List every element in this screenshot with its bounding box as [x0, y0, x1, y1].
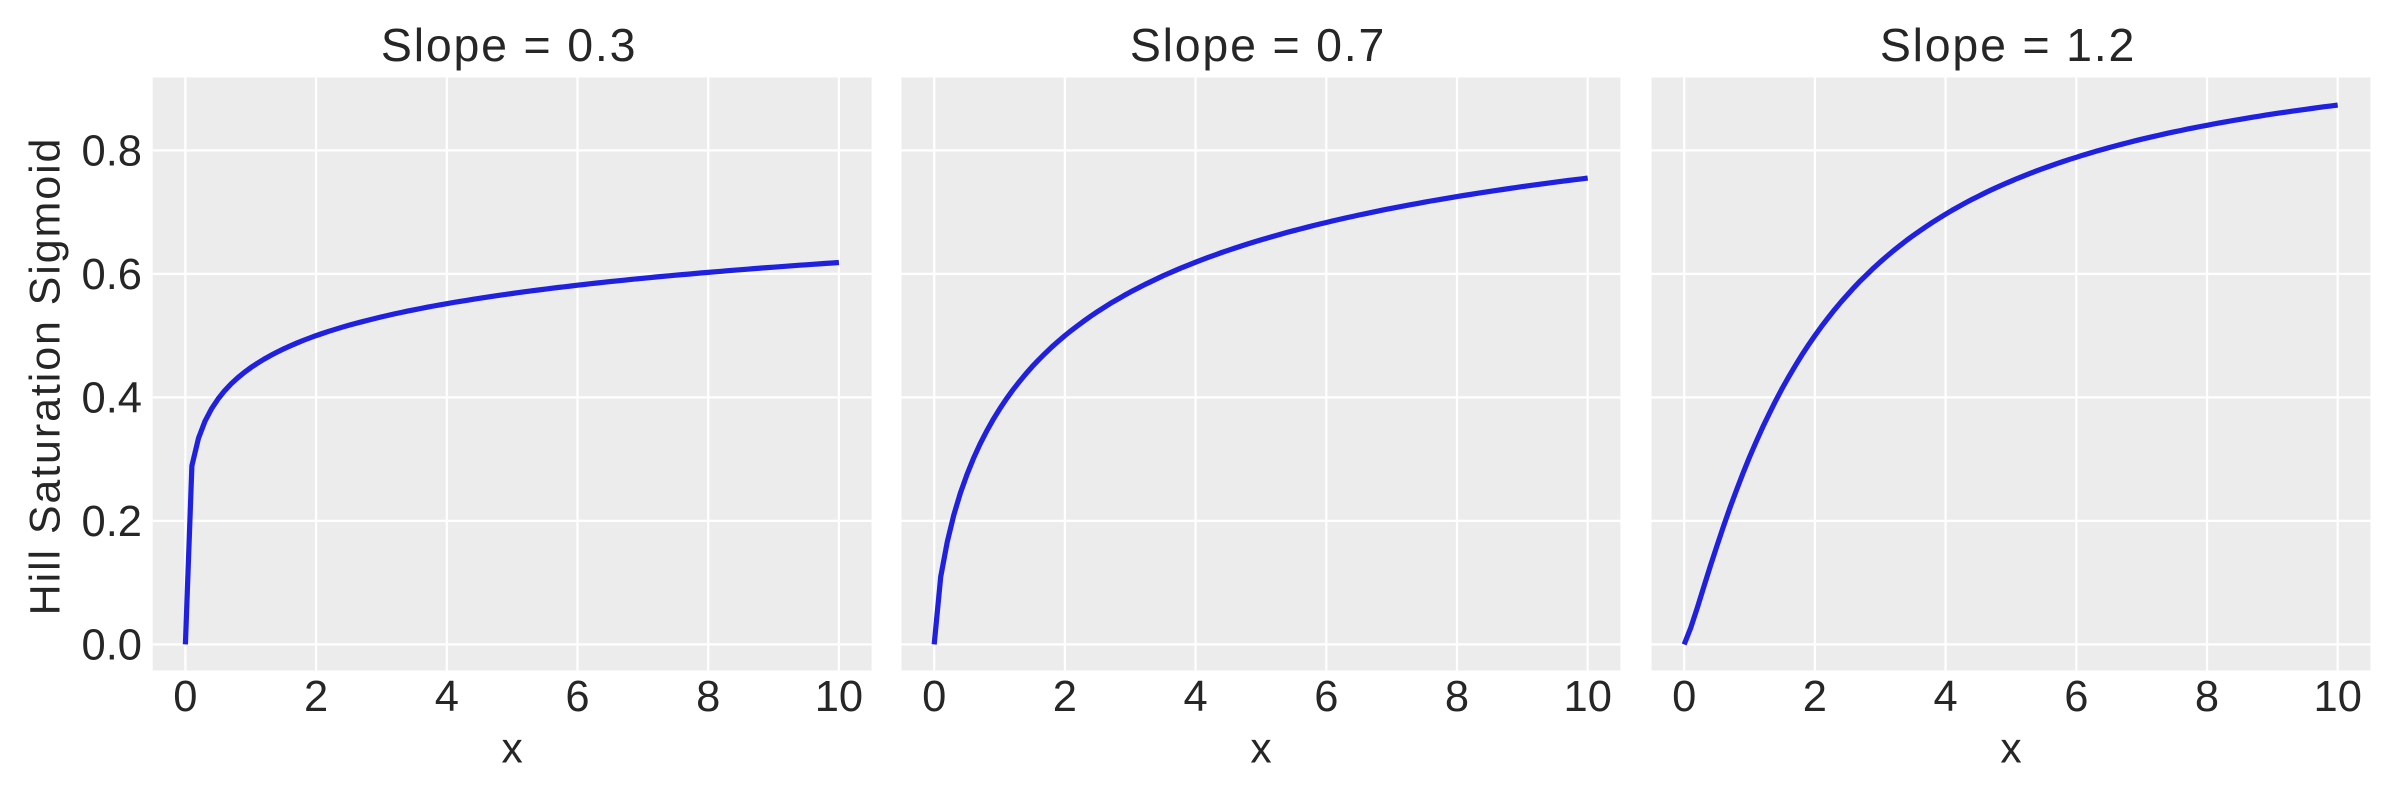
svg-text:10: 10 [1564, 673, 1612, 721]
svg-text:10: 10 [2314, 673, 2362, 721]
svg-text:0.0: 0.0 [82, 622, 142, 670]
svg-text:6: 6 [1314, 673, 1338, 721]
svg-text:0: 0 [1672, 673, 1696, 721]
svg-text:8: 8 [1445, 673, 1469, 721]
svg-text:0.2: 0.2 [82, 498, 142, 546]
svg-text:0.4: 0.4 [82, 375, 142, 423]
svg-text:x: x [1250, 725, 1271, 772]
svg-text:8: 8 [2195, 673, 2219, 721]
svg-text:4: 4 [1183, 673, 1207, 721]
svg-text:6: 6 [565, 673, 589, 721]
svg-text:6: 6 [2064, 673, 2088, 721]
svg-text:4: 4 [435, 673, 459, 721]
svg-text:x: x [2000, 725, 2021, 772]
svg-text:0: 0 [922, 673, 946, 721]
svg-text:0.6: 0.6 [82, 251, 142, 299]
svg-text:2: 2 [304, 673, 328, 721]
svg-text:Hill Saturation Sigmoid: Hill Saturation Sigmoid [22, 137, 70, 616]
svg-text:8: 8 [696, 673, 720, 721]
svg-text:0.8: 0.8 [82, 128, 142, 176]
svg-text:2: 2 [1053, 673, 1077, 721]
svg-text:2: 2 [1803, 673, 1827, 721]
svg-text:x: x [501, 725, 522, 772]
svg-text:10: 10 [815, 673, 863, 721]
svg-text:4: 4 [1933, 673, 1957, 721]
svg-text:Slope = 0.7: Slope = 0.7 [1130, 19, 1386, 71]
svg-text:Slope = 1.2: Slope = 1.2 [1880, 19, 2136, 71]
svg-text:0: 0 [173, 673, 197, 721]
svg-text:Slope = 0.3: Slope = 0.3 [381, 19, 637, 71]
